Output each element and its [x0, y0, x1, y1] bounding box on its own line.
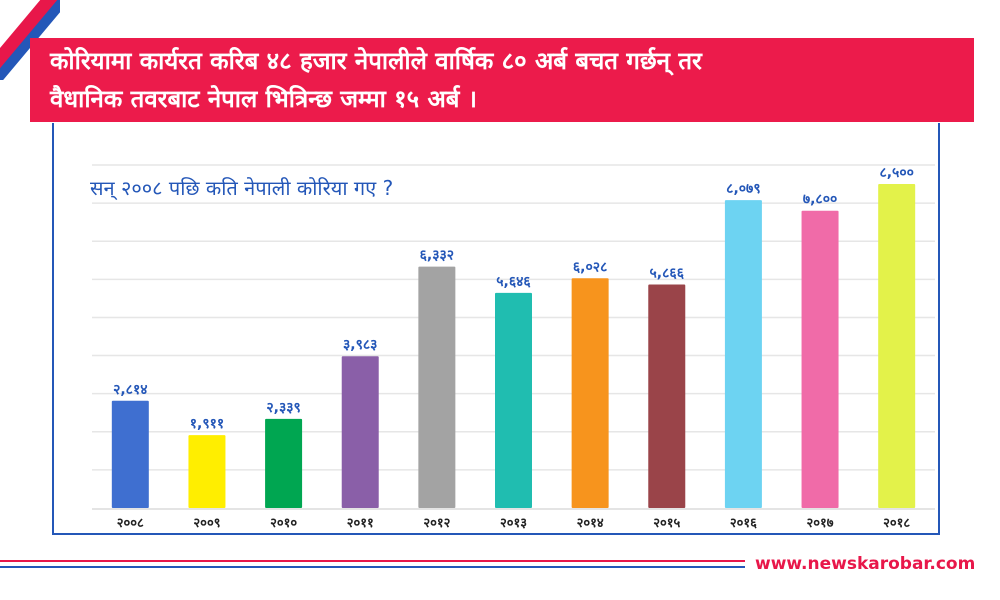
bar: [418, 266, 456, 508]
bar: [801, 210, 839, 508]
bar: [878, 184, 916, 509]
footer-rule-blue: [0, 566, 745, 568]
bar-value-label: २,८१४: [113, 382, 147, 398]
bar-value-label: ३,९८३: [343, 337, 377, 353]
x-tick-label: २०१५: [653, 516, 680, 531]
bar-value-label: ७,८००: [803, 192, 837, 208]
bar-value-label: ८,०७९: [726, 181, 760, 197]
x-tick-label: २०१७: [807, 516, 834, 531]
bar: [495, 292, 532, 508]
chart-title: सन् २००८ पछि कति नेपाली कोरिया गए ?: [90, 176, 394, 200]
x-tick-label: २०१३: [500, 516, 527, 531]
bar-value-label: २,३३९: [266, 400, 300, 416]
x-tick-label: २०१६: [730, 516, 757, 531]
bar: [188, 435, 226, 508]
bar: [648, 284, 686, 508]
headline-banner: कोरियामा कार्यरत करिब ४८ हजार नेपालीले व…: [30, 38, 974, 122]
x-tick-label: २०११: [347, 516, 374, 531]
x-tick-label: २०१२: [423, 516, 450, 531]
bar-value-label: ८,५००: [879, 165, 913, 181]
bar: [724, 200, 762, 508]
x-tick-label: २००८: [117, 516, 144, 531]
headline-line-1: कोरियामा कार्यरत करिब ४८ हजार नेपालीले व…: [50, 47, 702, 75]
bar: [265, 418, 303, 508]
x-tick-label: २००९: [193, 516, 220, 531]
headline-line-2: वैधानिक तवरबाट नेपाल भित्रिन्छ जम्मा १५ …: [50, 85, 477, 113]
footer-rule-red: [0, 560, 745, 562]
bar-value-label: ५,६४६: [496, 274, 531, 290]
bar: [341, 356, 379, 508]
x-tick-label: २०१८: [883, 516, 910, 531]
bar: [111, 400, 149, 508]
bar-value-label: १,९११: [190, 416, 224, 432]
site-url[interactable]: www.newskarobar.com: [755, 554, 976, 574]
x-tick-label: २०१०: [270, 516, 297, 531]
bar: [571, 278, 609, 508]
x-tick-label: २०१४: [577, 516, 604, 531]
bar-value-label: ५,८६६: [650, 265, 685, 281]
bar-value-label: ६,३३२: [420, 248, 454, 264]
bar-value-label: ६,०२८: [573, 259, 607, 275]
